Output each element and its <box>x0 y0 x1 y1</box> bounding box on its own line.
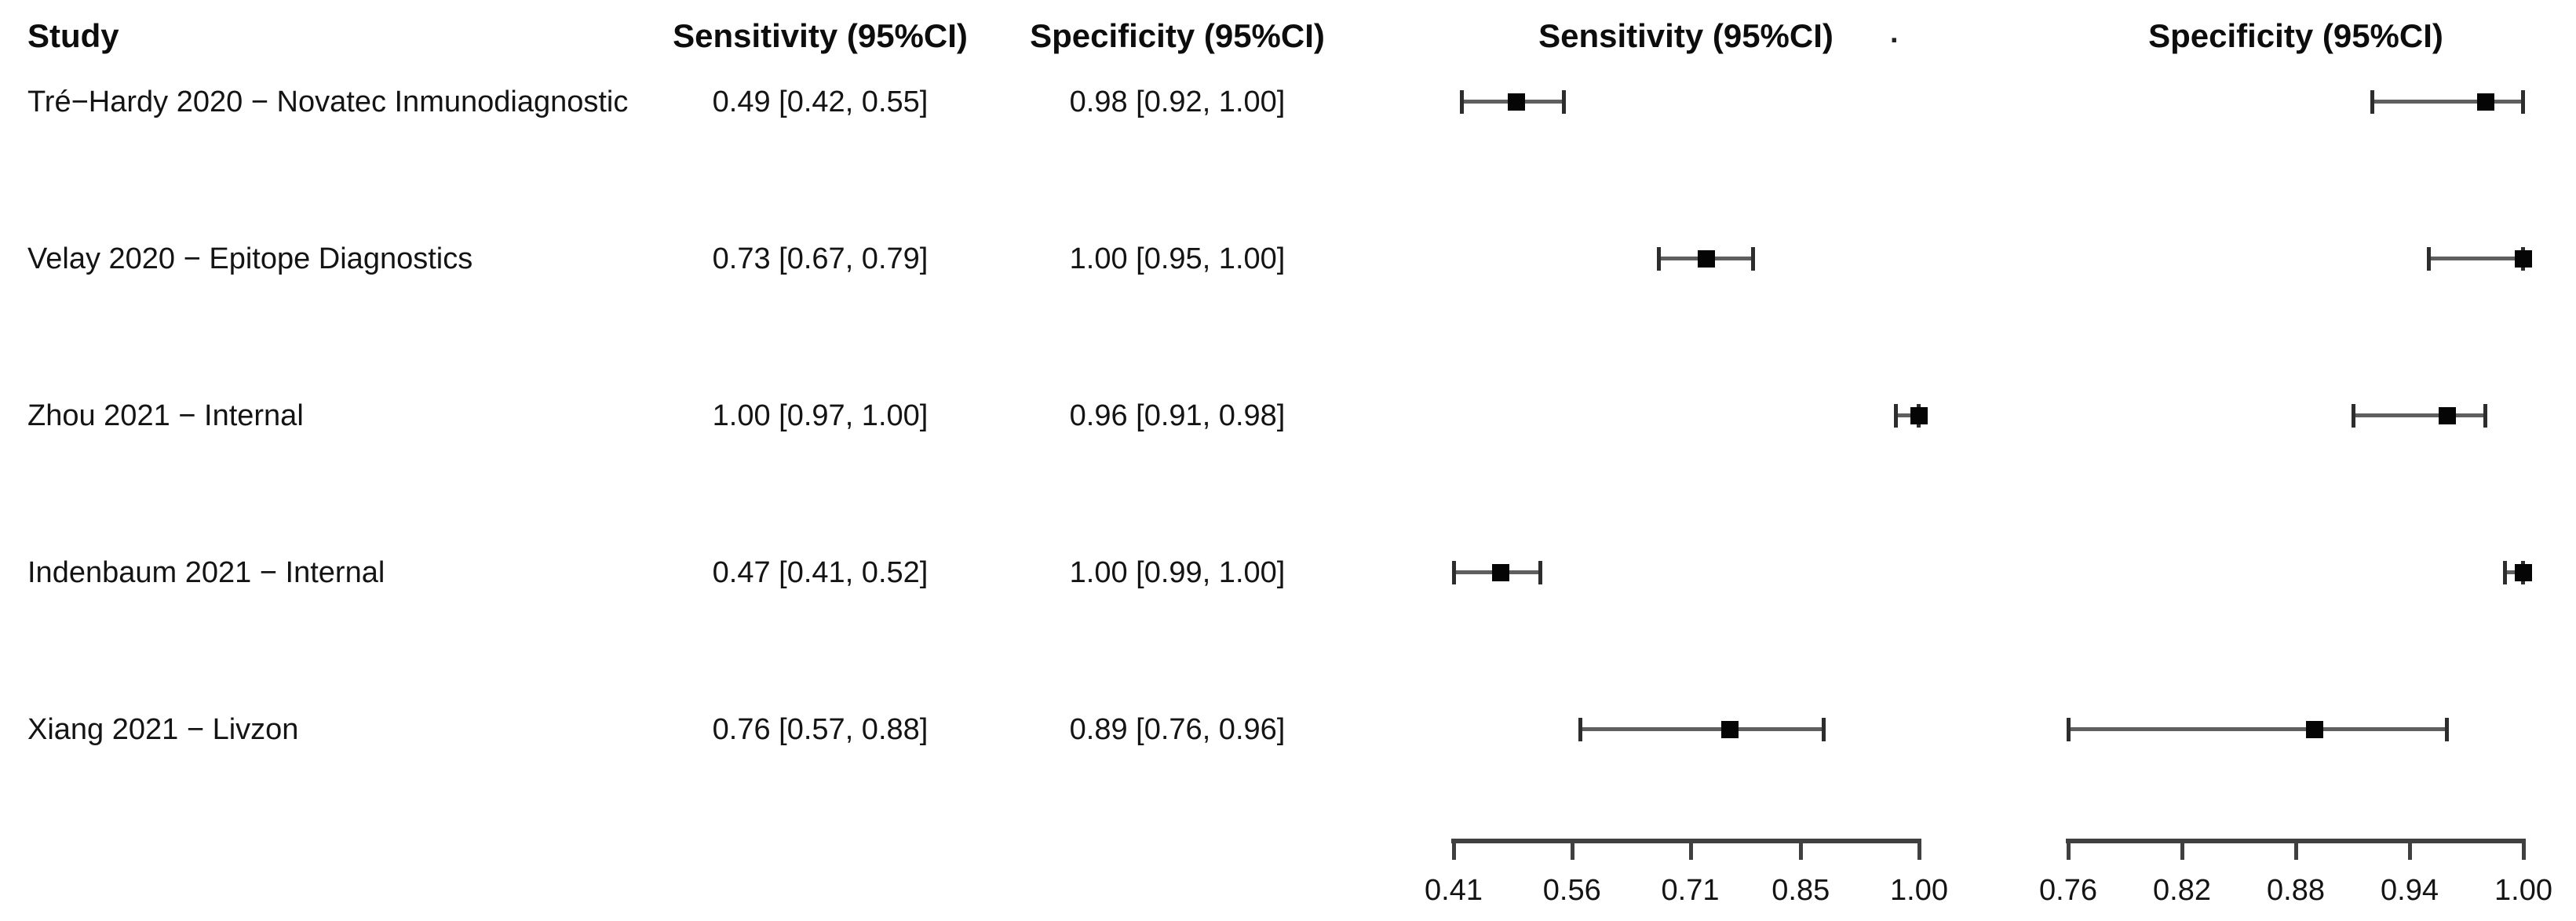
sensitivity-ci-marker <box>1720 721 1739 738</box>
sensitivity-ci-column-header: Sensitivity (95%CI) <box>673 17 968 54</box>
specificity-ci-text: 0.89 [0.76, 0.96] <box>1069 713 1286 746</box>
specificity-ci-marker <box>2476 93 2494 111</box>
sensitivity-ci-marker <box>1508 93 1526 111</box>
specificity-axis-tick-label: 0.94 <box>2381 874 2439 907</box>
sensitivity-axis-tick-label: 0.56 <box>1542 874 1601 907</box>
sensitivity-ci-marker <box>1492 564 1510 581</box>
specificity-ci-text: 1.00 [0.99, 1.00] <box>1069 556 1286 589</box>
sensitivity-ci-marker <box>1697 250 1715 268</box>
sensitivity-ci-cap-high <box>1750 247 1755 271</box>
specificity-ci-cap-low <box>2067 718 2071 741</box>
specificity-ci-marker <box>2515 564 2532 581</box>
specificity-ci-line <box>2428 257 2523 260</box>
specificity-ci-text: 0.96 [0.91, 0.98] <box>1069 399 1286 432</box>
sensitivity-axis-tick-label: 0.41 <box>1425 874 1483 907</box>
specificity-axis-tick-label: 0.82 <box>2153 874 2211 907</box>
specificity-ci-marker <box>2515 250 2532 268</box>
sensitivity-ci-cap-high <box>1538 561 1542 584</box>
specificity-ci-cap-low <box>2502 561 2507 584</box>
study-column-header: Study <box>27 17 119 54</box>
sensitivity-ci-cap-low <box>1657 247 1662 271</box>
sensitivity-ci-cap-high <box>1822 718 1826 741</box>
specificity-axis-tick-label: 0.88 <box>2267 874 2325 907</box>
specificity-ci-cap-high <box>2445 718 2450 741</box>
specificity-ci-cap-high <box>2483 404 2487 428</box>
specificity-ci-line <box>2352 413 2486 417</box>
specificity-axis-tick <box>2408 839 2412 860</box>
specificity-plot-header: Specificity (95%CI) <box>2148 17 2443 54</box>
specificity-axis-tick-label: 1.00 <box>2494 874 2552 907</box>
specificity-ci-cap-low <box>2351 404 2355 428</box>
sensitivity-ci-cap-high <box>1561 90 1566 114</box>
sensitivity-ci-cap-low <box>1460 90 1465 114</box>
specificity-ci-marker <box>2439 407 2457 424</box>
sensitivity-ci-cap-low <box>1893 404 1898 428</box>
separator-dot: . <box>1890 16 1899 49</box>
study-label: Indenbaum 2021 − Internal <box>27 556 385 589</box>
sensitivity-plot-header: Sensitivity (95%CI) <box>1538 17 1833 54</box>
specificity-ci-line <box>2068 727 2448 731</box>
specificity-ci-cap-low <box>2427 247 2432 271</box>
sensitivity-ci-line <box>1579 727 1825 731</box>
sensitivity-ci-cap-low <box>1578 718 1582 741</box>
study-label: Zhou 2021 − Internal <box>27 399 304 432</box>
specificity-ci-cap-high <box>2521 90 2525 114</box>
sensitivity-axis-tick <box>1917 839 1921 860</box>
sensitivity-axis-line <box>1451 839 1921 843</box>
sensitivity-axis-tick-label: 1.00 <box>1890 874 1948 907</box>
study-label: Tré−Hardy 2020 − Novatec Inmunodiagnosti… <box>27 86 629 118</box>
specificity-axis-tick-label: 0.76 <box>2039 874 2097 907</box>
specificity-ci-marker <box>2306 721 2324 738</box>
study-label: Velay 2020 − Epitope Diagnostics <box>27 242 473 275</box>
specificity-axis-tick <box>2180 839 2184 860</box>
study-label: Xiang 2021 − Livzon <box>27 713 299 746</box>
specificity-axis-tick <box>2067 839 2071 860</box>
specificity-ci-line <box>2371 100 2523 104</box>
sensitivity-axis-tick-label: 0.85 <box>1771 874 1830 907</box>
sensitivity-ci-text: 1.00 [0.97, 1.00] <box>712 399 929 432</box>
sensitivity-ci-text: 0.47 [0.41, 0.52] <box>712 556 929 589</box>
sensitivity-axis-tick <box>1570 839 1574 860</box>
sensitivity-axis-tick <box>1688 839 1693 860</box>
sensitivity-ci-line <box>1895 413 1919 417</box>
specificity-ci-text: 1.00 [0.95, 1.00] <box>1069 242 1286 275</box>
sensitivity-ci-text: 0.49 [0.42, 0.55] <box>712 86 929 118</box>
sensitivity-ci-text: 0.73 [0.67, 0.79] <box>712 242 929 275</box>
specificity-ci-text: 0.98 [0.92, 1.00] <box>1069 86 1286 118</box>
sensitivity-axis-tick-label: 0.71 <box>1661 874 1720 907</box>
specificity-ci-line <box>2504 570 2523 574</box>
sensitivity-axis-tick <box>1452 839 1456 860</box>
sensitivity-ci-marker <box>1910 407 1928 424</box>
specificity-ci-column-header: Specificity (95%CI) <box>1030 17 1325 54</box>
specificity-axis-tick <box>2522 839 2526 860</box>
specificity-ci-cap-low <box>2370 90 2374 114</box>
specificity-axis-tick <box>2294 839 2298 860</box>
sensitivity-axis-tick <box>1799 839 1804 860</box>
sensitivity-ci-cap-low <box>1452 561 1456 584</box>
sensitivity-ci-text: 0.76 [0.57, 0.88] <box>712 713 929 746</box>
